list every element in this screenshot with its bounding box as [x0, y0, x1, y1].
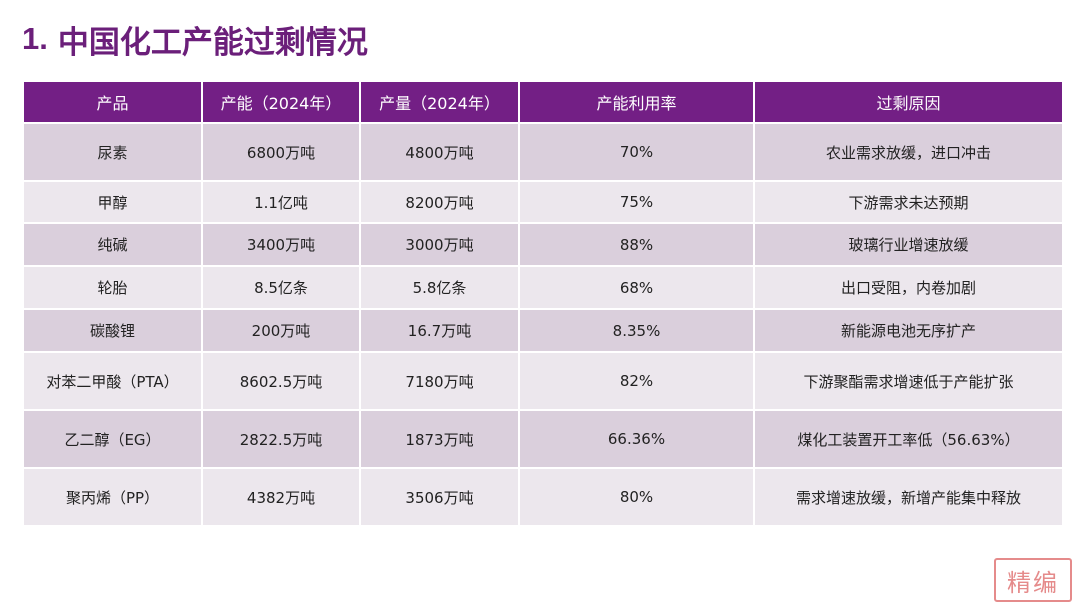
cell-product: 尿素: [22, 122, 203, 182]
cell-reason: 新能源电池无序扩产: [753, 308, 1064, 353]
cell-product: 乙二醇（EG）: [22, 409, 203, 469]
cell-capacity: 2822.5万吨: [201, 409, 361, 469]
cell-reason: 需求增速放缓，新增产能集中释放: [753, 467, 1064, 527]
cell-product: 对苯二甲酸（PTA）: [22, 351, 203, 411]
cell-reason: 煤化工装置开工率低（56.63%）: [753, 409, 1064, 469]
header-capacity: 产能（2024年）: [201, 80, 361, 124]
table-header-row: 产品 产能（2024年） 产量（2024年） 产能利用率 过剩原因: [22, 80, 1064, 124]
cell-reason: 下游聚酯需求增速低于产能扩张: [753, 351, 1064, 411]
cell-output: 1873万吨: [359, 409, 520, 469]
cell-utilization: 82%: [518, 351, 755, 411]
cell-output: 5.8亿条: [359, 265, 520, 310]
cell-capacity: 1.1亿吨: [201, 180, 361, 224]
cell-utilization: 88%: [518, 222, 755, 267]
table-row: 纯碱 3400万吨 3000万吨 88% 玻璃行业增速放缓: [22, 222, 1064, 267]
table-row: 乙二醇（EG） 2822.5万吨 1873万吨 66.36% 煤化工装置开工率低…: [22, 409, 1064, 469]
header-utilization: 产能利用率: [518, 80, 755, 124]
table-row: 轮胎 8.5亿条 5.8亿条 68% 出口受阻，内卷加剧: [22, 265, 1064, 310]
table-row: 碳酸锂 200万吨 16.7万吨 8.35% 新能源电池无序扩产: [22, 308, 1064, 353]
cell-utilization: 80%: [518, 467, 755, 527]
cell-reason: 玻璃行业增速放缓: [753, 222, 1064, 267]
header-product: 产品: [22, 80, 203, 124]
cell-product: 轮胎: [22, 265, 203, 310]
table-row: 甲醇 1.1亿吨 8200万吨 75% 下游需求未达预期: [22, 180, 1064, 224]
cell-product: 碳酸锂: [22, 308, 203, 353]
cell-capacity: 8.5亿条: [201, 265, 361, 310]
title-number: 1.: [22, 21, 48, 56]
cell-utilization: 75%: [518, 180, 755, 224]
table-row: 尿素 6800万吨 4800万吨 70% 农业需求放缓，进口冲击: [22, 122, 1064, 182]
watermark-seal: 精编: [994, 558, 1072, 602]
cell-product: 甲醇: [22, 180, 203, 224]
header-output: 产量（2024年）: [359, 80, 520, 124]
cell-reason: 农业需求放缓，进口冲击: [753, 122, 1064, 182]
cell-capacity: 6800万吨: [201, 122, 361, 182]
cell-output: 8200万吨: [359, 180, 520, 224]
title-text: 中国化工产能过剩情况: [57, 24, 368, 61]
cell-output: 16.7万吨: [359, 308, 520, 353]
watermark-text: 精编: [1007, 568, 1059, 597]
table-row: 对苯二甲酸（PTA） 8602.5万吨 7180万吨 82% 下游聚酯需求增速低…: [22, 351, 1064, 411]
header-reason: 过剩原因: [753, 80, 1064, 124]
cell-output: 4800万吨: [359, 122, 520, 182]
cell-output: 7180万吨: [359, 351, 520, 411]
cell-capacity: 200万吨: [201, 308, 361, 353]
cell-utilization: 8.35%: [518, 308, 755, 353]
cell-reason: 下游需求未达预期: [753, 180, 1064, 224]
cell-output: 3506万吨: [359, 467, 520, 527]
table-row: 聚丙烯（PP） 4382万吨 3506万吨 80% 需求增速放缓，新增产能集中释…: [22, 467, 1064, 527]
cell-capacity: 8602.5万吨: [201, 351, 361, 411]
cell-utilization: 70%: [518, 122, 755, 182]
cell-reason: 出口受阻，内卷加剧: [753, 265, 1064, 310]
cell-output: 3000万吨: [359, 222, 520, 267]
cell-utilization: 68%: [518, 265, 755, 310]
cell-capacity: 3400万吨: [201, 222, 361, 267]
capacity-table: 产品 产能（2024年） 产量（2024年） 产能利用率 过剩原因 尿素 680…: [22, 80, 1064, 527]
page-title: 1. 中国化工产能过剩情况: [22, 14, 368, 64]
cell-product: 纯碱: [22, 222, 203, 267]
cell-utilization: 66.36%: [518, 409, 755, 469]
cell-capacity: 4382万吨: [201, 467, 361, 527]
cell-product: 聚丙烯（PP）: [22, 467, 203, 527]
